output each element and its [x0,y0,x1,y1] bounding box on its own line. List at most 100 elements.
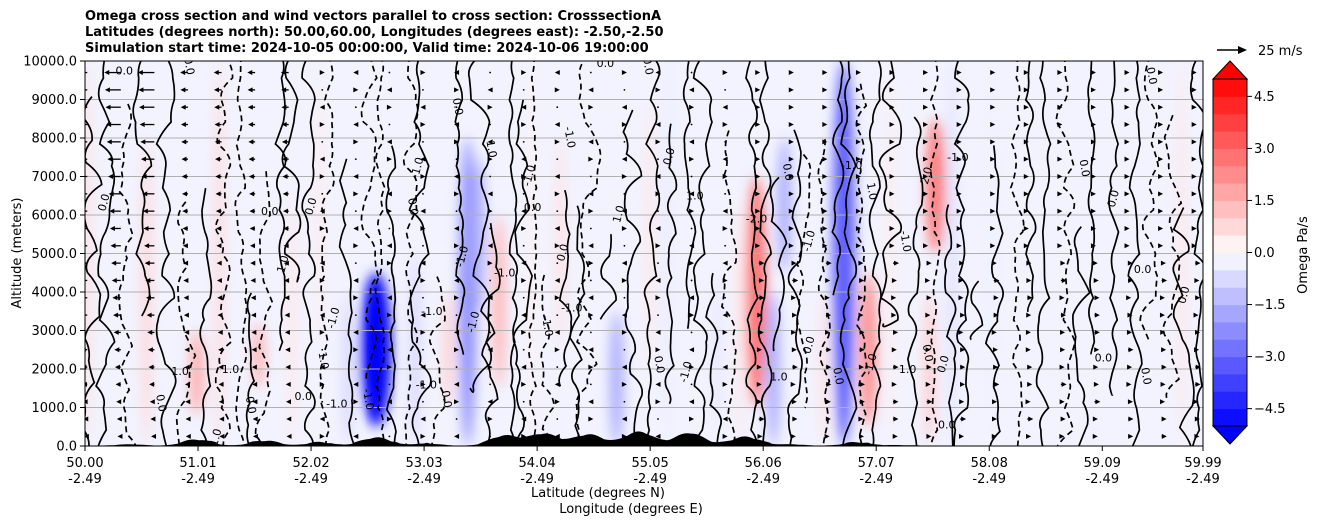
wind-vector-head-152 [281,104,287,110]
wind-vector-head-177 [353,433,359,439]
wind-vector-head-623 [1025,329,1031,335]
x-tick-label-lat-5: 55.05 [632,456,669,471]
wind-vector-head-82 [181,174,187,179]
contour-label-7: 0.0 [243,395,259,414]
contour-label-6: 1.0 [222,363,240,376]
wind-vector-head-438 [722,104,728,110]
wind-vector-head-338 [588,312,594,318]
wind-vector-head-582 [958,277,964,283]
colorbar-segment-13 [1213,183,1247,201]
wind-vector-head-578 [960,347,966,353]
wind-vector-219 [388,71,391,74]
wind-vector-head-460 [755,104,761,110]
wind-vector-head-153 [281,87,287,93]
wind-vector-head-519 [855,225,861,231]
wind-vector-head-312 [554,381,560,387]
wind-vector-head-19 [73,122,78,127]
contour-label-33: 0.0 [597,57,615,70]
wind-vector-309 [556,418,559,420]
wind-vector-head-272 [487,312,493,318]
contour-line-30 [569,205,586,446]
wind-vector-174 [321,88,324,91]
wind-vector-head-191 [353,191,359,197]
wind-vector-head-684 [1128,416,1134,422]
colorbar-segment-18 [1213,96,1247,115]
contour-label-41: -1.0 [800,229,818,253]
wind-vector-head-393 [655,122,661,128]
x-tick-label-lat-9: 59.09 [1084,456,1121,471]
wind-vector-head-512 [859,347,865,353]
wind-vector-294 [522,296,525,299]
wind-vector-head-666 [1094,347,1100,353]
wind-vector-head-431 [722,225,728,231]
wind-vector-head-213 [386,191,392,197]
wind-vector-head-102 [215,208,221,214]
wind-vector-head-561 [926,260,932,266]
wind-vector-head-681 [1090,87,1096,93]
colorbar-segment-0 [1213,408,1247,427]
wind-vector-head-303 [521,156,527,162]
wind-vector-head-278 [487,208,493,214]
wind-vector-head-245 [454,399,460,405]
wind-vector-345 [589,175,592,178]
wind-vector-head-465 [791,399,797,405]
wind-vector-head-147 [282,191,288,197]
wind-vector-head-535 [893,329,899,335]
wind-vector-head-499 [822,191,828,197]
wind-vector-246 [455,366,458,368]
wind-vector-head-140 [284,312,290,318]
wind-vector-head-664 [1093,381,1099,387]
wind-vector-head-610 [990,174,996,179]
y-tick-label-9: 9000.0 [32,93,78,108]
wind-vector-339 [589,279,592,282]
contour-line-15 [338,158,355,446]
wind-vector-head-121 [250,260,256,266]
wind-vector-head-315 [554,329,560,335]
wind-vector-head-218 [386,104,392,110]
wind-vector-head-434 [722,174,728,179]
wind-vector-head-359 [621,329,627,335]
contour-label-51: -1.0 [947,151,968,164]
wind-vector-342 [589,227,592,230]
wind-vector-head-696 [1124,208,1130,214]
wind-vector-head-507 [858,433,864,439]
wind-vector-head-542 [889,208,895,214]
wind-vector-head-237 [420,156,426,162]
contour-line-52 [929,61,941,446]
wind-vector-234 [422,192,424,195]
wind-vector-head-548 [889,104,895,110]
wind-vector-head-505 [822,87,828,93]
wind-vector-204 [388,331,391,334]
wind-vector-head-455 [755,191,761,197]
wind-vector-head-17 [74,157,79,162]
wind-vector-head-145 [283,225,289,231]
contour-line-0 [85,96,103,446]
omega-feature-10 [443,292,454,408]
wind-vector-head-254 [454,243,460,249]
wind-vector-head-21 [71,87,76,92]
contour-line-10 [254,171,274,446]
wind-vector-head-321 [554,225,560,231]
wind-vector-head-282 [487,139,493,145]
colorbar-tick-label-6: −4.5 [1254,402,1286,417]
contour-label-13: -1.0 [360,387,377,410]
wind-vector-head-37 [108,191,114,197]
colorbar-segment-19 [1213,79,1247,97]
wind-vector-head-685 [1127,399,1133,405]
wind-vector-head-533 [893,364,899,370]
wind-vector-head-116 [251,347,257,353]
wind-vector-head-381 [655,329,661,335]
wind-vector-head-568 [923,139,929,145]
wind-vector-head-482 [788,104,794,110]
wind-vector-head-636 [1023,104,1029,110]
wind-vector-head-386 [655,243,661,249]
wind-vector-head-249 [454,329,460,335]
wind-vector-head-308 [521,70,527,76]
wind-vector-head-563 [923,225,929,231]
wind-vector-head-514 [858,312,864,318]
wind-vector-head-356 [621,381,627,387]
wind-vector-head-689 [1126,329,1132,335]
contour-line-38 [705,272,723,446]
wind-vector-head-108 [214,104,220,110]
wind-vector-head-630 [1023,208,1029,214]
